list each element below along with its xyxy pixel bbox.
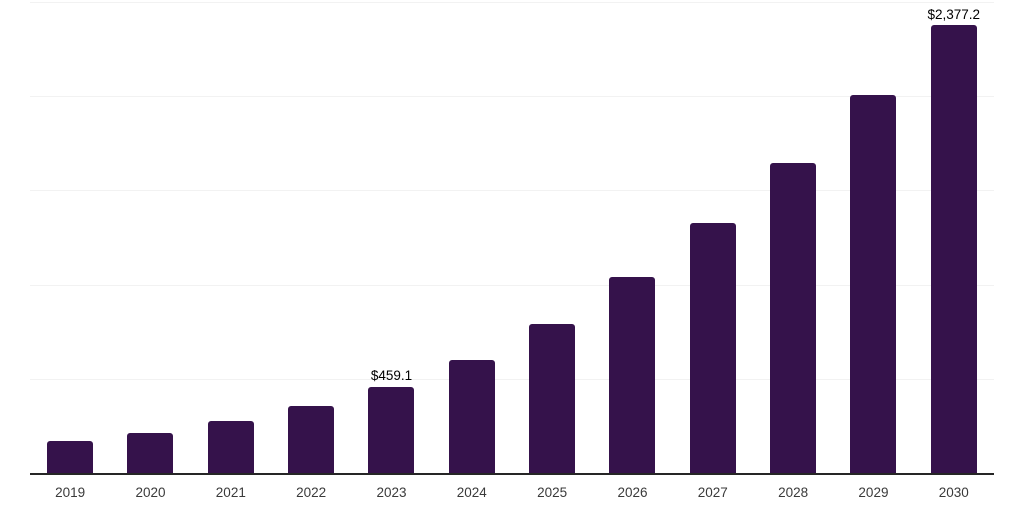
gridline-2000 bbox=[30, 96, 994, 98]
gridline-1000 bbox=[30, 284, 994, 286]
x-tick-label-2025: 2025 bbox=[537, 485, 568, 500]
bar-group-2020 bbox=[110, 2, 190, 473]
bar-2029 bbox=[850, 95, 897, 473]
x-axis-line bbox=[30, 473, 994, 475]
x-axis-labels: 2019 2020 2021 2022 2023 2024 2025 2026 2027 2028… bbox=[30, 485, 994, 501]
bar-2023 bbox=[368, 386, 415, 473]
x-tick-label-2020: 2020 bbox=[135, 485, 166, 500]
bar-group-2022 bbox=[271, 2, 351, 473]
bar-group-2026 bbox=[592, 2, 672, 473]
bar-group-2028 bbox=[753, 2, 833, 473]
bar-2022 bbox=[288, 405, 335, 473]
bar-group-2030: $2,377.2 bbox=[914, 2, 994, 473]
bar-value-label-2030: $2,377.2 bbox=[927, 6, 981, 22]
x-tick-label-2026: 2026 bbox=[617, 485, 648, 500]
bar-2025 bbox=[529, 324, 576, 473]
x-tick-label-2030: 2030 bbox=[938, 485, 969, 500]
bar-2027 bbox=[689, 222, 736, 473]
gridline-1500 bbox=[30, 190, 994, 192]
bar-group-2024 bbox=[432, 2, 512, 473]
gridline-500 bbox=[30, 378, 994, 380]
bar-group-2023: $459.1 bbox=[351, 2, 431, 473]
bar-2030 bbox=[930, 25, 977, 473]
bar-2019 bbox=[47, 440, 94, 473]
bar-group-2019 bbox=[30, 2, 110, 473]
bars-row: $459.1 $2,377.2 bbox=[30, 2, 994, 473]
x-tick-label-2027: 2027 bbox=[697, 485, 728, 500]
x-tick-label-2019: 2019 bbox=[55, 485, 86, 500]
bar-group-2025 bbox=[512, 2, 592, 473]
x-tick-label-2023: 2023 bbox=[376, 485, 407, 500]
plot-area: $459.1 $2,377.2 bbox=[30, 2, 994, 473]
x-tick-label-2022: 2022 bbox=[296, 485, 327, 500]
bar-value-label-2023: $459.1 bbox=[370, 368, 413, 384]
bar-group-2021 bbox=[191, 2, 271, 473]
bar-2021 bbox=[207, 421, 254, 473]
x-tick-label-2024: 2024 bbox=[456, 485, 487, 500]
bar-2020 bbox=[127, 432, 174, 473]
x-tick-label-2029: 2029 bbox=[858, 485, 889, 500]
bar-2028 bbox=[770, 162, 817, 473]
x-tick-label-2028: 2028 bbox=[778, 485, 809, 500]
gridline-2500 bbox=[30, 2, 994, 3]
bar-2026 bbox=[609, 277, 656, 473]
x-tick-label-2021: 2021 bbox=[215, 485, 246, 500]
bar-2024 bbox=[448, 360, 495, 473]
bar-group-2027 bbox=[673, 2, 753, 473]
bar-group-2029 bbox=[833, 2, 913, 473]
